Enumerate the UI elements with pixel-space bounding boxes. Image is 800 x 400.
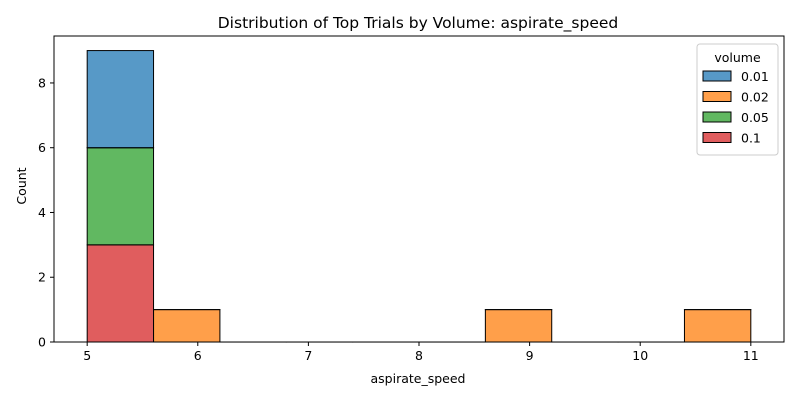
bar-0.01-bin-0 [86,50,155,149]
plot-frame [53,35,785,343]
bar-0.02-bin-9 [683,309,752,343]
legend-swatch-0.1 [702,132,732,143]
legend-label-0.01: 0.01 [741,69,769,84]
legend-swatch-0.02 [702,91,732,102]
y-axis-label: Count [14,167,29,204]
bar-0.02-bin-1 [153,309,221,343]
bar-0.1-bin-0 [86,244,155,343]
bar-0.02-bin-6 [484,309,553,343]
x-tick-label: 6 [194,348,202,363]
bar-0.05-bin-0 [86,147,155,246]
y-tick-label: 0 [38,335,46,350]
y-tick-label: 2 [38,270,46,285]
legend-label-0.1: 0.1 [741,131,761,146]
x-tick-label: 9 [526,348,534,363]
axes-group: 5 6 7 8 9 10 11 0 2 4 6 8 [38,35,785,363]
bars-group [86,50,752,343]
x-tick-label: 10 [632,348,648,363]
x-tick-label: 5 [83,348,91,363]
y-tick-label: 6 [38,140,46,155]
y-tick-label: 8 [38,75,46,90]
x-axis-label: aspirate_speed [371,371,466,386]
legend-swatch-0.01 [702,70,732,82]
legend-label-0.05: 0.05 [741,110,769,125]
x-tick-label: 7 [304,348,312,363]
legend-title: volume [714,50,761,65]
y-tick-label: 4 [38,205,46,220]
legend-swatch-0.05 [702,111,732,123]
chart-title: Distribution of Top Trials by Volume: as… [218,14,619,33]
legend: volume 0.01 0.02 0.05 0.1 [696,43,779,156]
legend-label-0.02: 0.02 [741,90,769,105]
x-tick-label: 8 [415,348,423,363]
x-tick-label: 11 [743,348,759,363]
